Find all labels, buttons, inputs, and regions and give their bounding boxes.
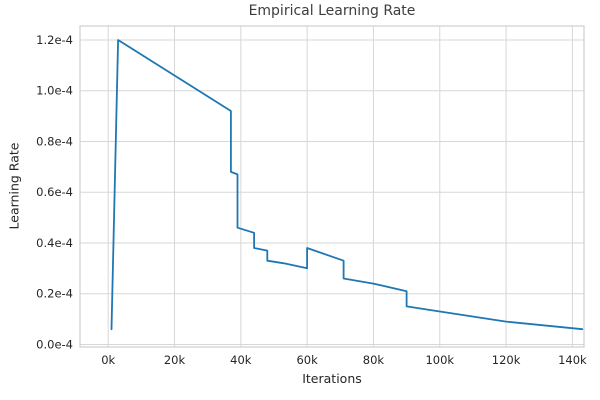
y-tick-label: 1.2e-4	[36, 33, 73, 47]
y-tick-label: 0.0e-4	[36, 337, 73, 351]
x-tick-label: 80k	[363, 353, 385, 367]
x-tick-label: 100k	[425, 353, 454, 367]
y-axis-label: Learning Rate	[6, 142, 22, 230]
x-tick-label: 120k	[492, 353, 521, 367]
x-tick-label: 20k	[164, 353, 186, 367]
x-tick-label: 0k	[101, 353, 115, 367]
y-tick-label: 0.6e-4	[36, 185, 73, 199]
y-tick-label: 0.2e-4	[36, 287, 73, 301]
chart-title: Empirical Learning Rate	[248, 3, 416, 19]
x-tick-label: 60k	[296, 353, 318, 367]
plot-border	[79, 25, 585, 348]
y-tick-label: 0.4e-4	[36, 236, 73, 250]
x-tick-label: 40k	[230, 353, 252, 367]
x-tick-label: 140k	[558, 353, 587, 367]
learning-rate-line	[110, 39, 584, 331]
y-tick-label: 1.0e-4	[36, 84, 73, 98]
x-axis-label: Iterations	[302, 371, 362, 386]
y-tick-label: 0.8e-4	[36, 134, 73, 148]
